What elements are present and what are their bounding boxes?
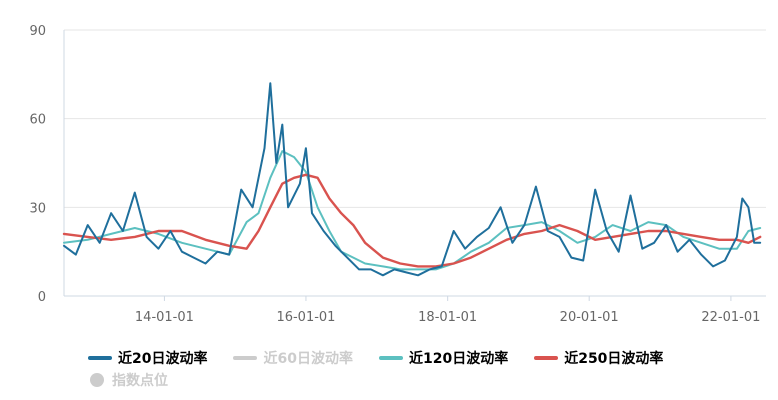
legend-swatch-120d (378, 356, 403, 360)
chart-plot-area: 0 30 60 90 14-01-01 16-01-01 18-01-01 20-01-01 2… (29, 24, 766, 325)
axes (63, 30, 766, 301)
legend-label-250d: 近250日波动率 (564, 351, 664, 367)
x-tick-label-18-01-01: 18-01-01 (418, 310, 477, 325)
legend-label-120d: 近120日波动率 (408, 351, 509, 367)
tick-labels: 0 30 60 90 14-01-01 16-01-01 18-01-01 20-01-01 2… (29, 24, 760, 325)
legend: 近20日波动率 近60日波动率 近120日波动率 近250日波动率 指数点位 (88, 347, 768, 391)
y-tick-label-0: 0 (38, 290, 46, 305)
x-tick-label-20-01-01: 20-01-01 (560, 310, 619, 325)
legend-item-120d[interactable]: 近120日波动率 (378, 348, 509, 368)
y-tick-label-30: 30 (29, 201, 46, 216)
legend-row-2: 指数点位 (88, 369, 768, 391)
legend-item-250d[interactable]: 近250日波动率 (534, 348, 663, 368)
series-line-20d (63, 82, 762, 277)
series-line-120d (63, 150, 762, 271)
legend-row-1: 近20日波动率 近60日波动率 近120日波动率 近250日波动率 (88, 347, 768, 369)
legend-swatch-250d (534, 356, 559, 360)
x-tick-label-14-01-01: 14-01-01 (135, 310, 194, 325)
legend-swatch-20d (88, 356, 112, 360)
series-layer (62, 82, 762, 277)
legend-item-index-level[interactable]: 指数点位 (88, 370, 168, 390)
legend-label-20d: 近20日波动率 (118, 351, 208, 367)
grid-lines (64, 29, 766, 208)
legend-item-60d[interactable]: 近60日波动率 (233, 348, 353, 368)
legend-label-index-level: 指数点位 (112, 373, 168, 389)
series-line-250d (62, 173, 762, 268)
y-tick-label-90: 90 (29, 24, 46, 39)
legend-swatch-60d (233, 356, 258, 360)
y-tick-label-60: 60 (29, 113, 46, 128)
legend-label-60d: 近60日波动率 (263, 351, 353, 367)
x-tick-label-16-01-01: 16-01-01 (276, 310, 335, 325)
x-tick-label-22-01-01: 22-01-01 (701, 310, 760, 325)
legend-swatch-index-level (90, 373, 104, 387)
legend-item-20d[interactable]: 近20日波动率 (88, 348, 207, 368)
